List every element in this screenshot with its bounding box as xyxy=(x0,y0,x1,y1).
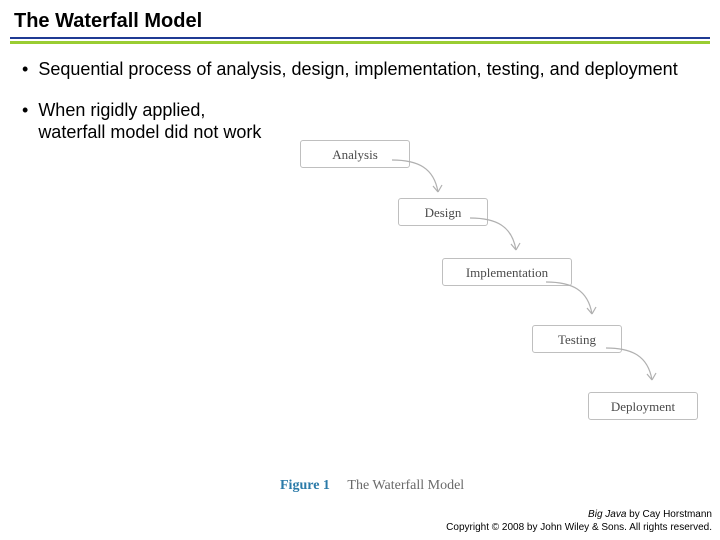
book-title: Big Java xyxy=(588,509,626,520)
figure-text: The Waterfall Model xyxy=(347,478,464,493)
footer-line-1: Big Java by Cay Horstmann xyxy=(446,509,712,522)
stage-deployment: Deployment xyxy=(588,392,698,420)
footer: Big Java by Cay Horstmann Copyright © 20… xyxy=(446,509,712,534)
stage-implementation: Implementation xyxy=(442,258,572,286)
bullet-dot-icon: • xyxy=(22,58,28,81)
arrow-implementation-to-testing xyxy=(542,280,602,320)
author-name: by Cay Horstmann xyxy=(626,509,712,520)
bullet-text: Sequential process of analysis, design, … xyxy=(38,58,677,81)
bullet-list: • Sequential process of analysis, design… xyxy=(0,44,720,144)
title-area: The Waterfall Model xyxy=(0,0,720,37)
footer-line-2: Copyright © 2008 by John Wiley & Sons. A… xyxy=(446,522,712,535)
stage-design: Design xyxy=(398,198,488,226)
bullet-text: When rigidly applied, waterfall model di… xyxy=(38,99,268,144)
stage-analysis: Analysis xyxy=(300,140,410,168)
title-underline-blue xyxy=(10,37,710,39)
slide-title: The Waterfall Model xyxy=(14,10,706,33)
stage-testing: Testing xyxy=(532,325,622,353)
waterfall-diagram: Analysis Design Implementation Testing Deplo… xyxy=(290,140,700,470)
bullet-dot-icon: • xyxy=(22,99,28,122)
bullet-item: • When rigidly applied, waterfall model … xyxy=(22,99,702,144)
figure-label: Figure 1 xyxy=(280,478,330,493)
bullet-item: • Sequential process of analysis, design… xyxy=(22,58,702,81)
figure-caption: Figure 1 The Waterfall Model xyxy=(280,478,464,494)
